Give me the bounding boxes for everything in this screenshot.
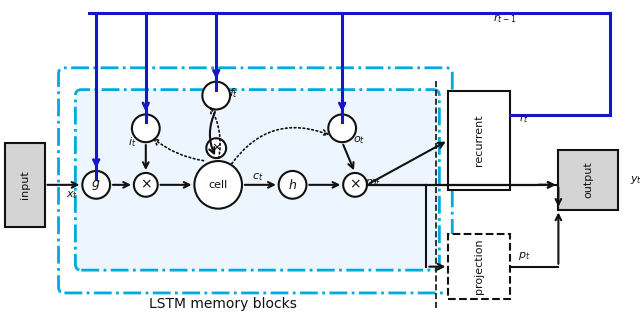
Bar: [5, 143, 45, 226]
Circle shape: [195, 161, 242, 208]
Text: $r_t$: $r_t$: [519, 112, 529, 125]
Circle shape: [278, 171, 307, 199]
Bar: [558, 150, 618, 209]
Circle shape: [83, 171, 110, 199]
Text: recurrent: recurrent: [474, 115, 484, 166]
Text: $y_t$: $y_t$: [630, 174, 640, 186]
Text: input: input: [20, 170, 30, 199]
Text: projection: projection: [474, 239, 484, 294]
Circle shape: [206, 138, 226, 158]
Circle shape: [202, 82, 230, 110]
Text: $c_t$: $c_t$: [252, 171, 264, 183]
Circle shape: [343, 173, 367, 197]
Text: cell: cell: [209, 180, 228, 190]
Text: $r_{t-1}$: $r_{t-1}$: [493, 12, 516, 25]
Text: $g$: $g$: [92, 178, 101, 192]
Text: ×: ×: [140, 178, 152, 192]
FancyBboxPatch shape: [76, 90, 440, 270]
Text: output: output: [583, 161, 593, 198]
Text: $o_t$: $o_t$: [353, 134, 365, 146]
Text: ×: ×: [349, 178, 361, 192]
Circle shape: [134, 173, 157, 197]
Bar: [448, 234, 510, 299]
Circle shape: [132, 115, 160, 142]
Bar: [448, 91, 510, 190]
Circle shape: [328, 115, 356, 142]
Text: $i_t$: $i_t$: [128, 135, 136, 149]
Text: $p_t$: $p_t$: [518, 250, 531, 262]
Text: $x_t$: $x_t$: [67, 189, 79, 201]
Text: ×: ×: [211, 142, 221, 155]
Text: $m_t$: $m_t$: [365, 177, 381, 189]
Text: LSTM memory blocks: LSTM memory blocks: [149, 297, 297, 311]
Text: $h$: $h$: [288, 178, 297, 192]
Text: $f_t$: $f_t$: [230, 87, 239, 101]
